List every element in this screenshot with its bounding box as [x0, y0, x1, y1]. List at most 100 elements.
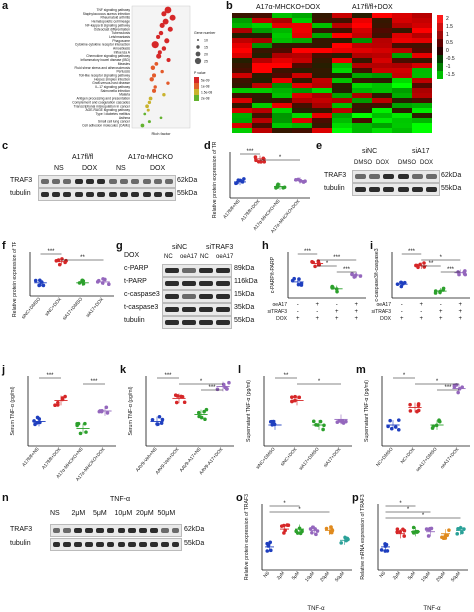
heatmap-cell: [332, 83, 352, 88]
data-point: [107, 282, 111, 287]
x-tick-label: siNC+DMSO: [255, 446, 276, 470]
data-point: [321, 427, 325, 432]
heatmap-cell: [232, 103, 252, 108]
kegg-bubble: [140, 123, 145, 128]
heatmap-cell: [312, 53, 332, 58]
blot-band: [165, 179, 174, 184]
blot-band: [108, 179, 117, 184]
heatmap-scale-value: 0: [446, 48, 449, 54]
kegg-bubble: [151, 41, 159, 49]
sign-cell: -: [440, 302, 442, 308]
blot-band: [198, 294, 213, 299]
data-point: [311, 419, 316, 424]
sign-cell: -: [420, 309, 422, 315]
heatmap-cell: [232, 43, 252, 48]
kegg-term-label: Graft-versus-host disease: [92, 81, 130, 85]
data-point: [254, 158, 258, 163]
blot-g-row-name: c-PARP: [124, 265, 149, 272]
blot-band: [128, 542, 137, 547]
legend-color-swatch: [194, 83, 199, 89]
blot-band: [181, 268, 196, 273]
blot-band: [150, 542, 158, 547]
panel-label-i: i: [370, 240, 374, 252]
heatmap-cell: [292, 68, 312, 73]
data-point: [314, 532, 318, 537]
heatmap-cell: [392, 93, 412, 98]
data-point: [84, 430, 88, 434]
data-point: [300, 529, 304, 533]
blot-band: [164, 268, 179, 273]
data-point: [339, 541, 343, 545]
blot-band: [198, 320, 213, 325]
data-point: [460, 385, 464, 389]
data-point: [265, 549, 270, 553]
blot-n-row2-name: tubulin: [10, 540, 31, 547]
blot-g-row-name: c-caspase3: [124, 291, 160, 298]
panel-label-h: h: [262, 240, 269, 252]
heatmap-cell: [332, 103, 352, 108]
blot-n-row1-kda: 62kDa: [184, 526, 205, 533]
heatmap-cell: [352, 18, 372, 23]
heatmap-cell: [392, 43, 412, 48]
blot-band: [119, 179, 129, 184]
data-point: [180, 395, 185, 399]
heatmap-cell: [312, 58, 332, 63]
heatmap-cell: [232, 128, 252, 133]
data-point: [393, 425, 398, 429]
heatmap-cell: [312, 103, 332, 108]
heatmap-cell: [272, 23, 292, 28]
significance-mark: ***: [46, 373, 54, 379]
heatmap-cell: [332, 88, 352, 93]
heatmap-cell: [312, 83, 332, 88]
kegg-bubble: [159, 22, 165, 28]
heatmap-cell: [352, 113, 372, 118]
heatmap-cell: [272, 108, 292, 113]
blot-n-cond: 5μM: [93, 510, 107, 517]
blot-band: [171, 542, 180, 547]
kegg-term-label: Inflammatory bowel disease (IBD): [81, 58, 130, 62]
heatmap-cell: [372, 98, 392, 103]
data-point: [385, 549, 390, 553]
heatmap-cell: [272, 68, 292, 73]
x-tick-label: NC+DMSO: [375, 446, 394, 467]
sign-cell: +: [354, 302, 358, 308]
blot-band: [63, 542, 72, 547]
data-point: [276, 182, 280, 187]
heatmap-cell: [312, 38, 332, 43]
panel-m-dotplot: Supernatant TNF-α (pg/ml)NC+DMSO NC+DOX oe…: [364, 373, 470, 472]
significance-mark: *: [440, 255, 443, 261]
heatmap-cell: [292, 33, 312, 38]
heatmap-cell: [312, 63, 332, 68]
kegg-term-label: Tuberculosis: [111, 31, 130, 35]
heatmap-cell: [232, 78, 252, 83]
kegg-term-label: Toll-like receptor signaling pathway: [79, 73, 130, 77]
heatmap-cell: [412, 78, 432, 83]
heatmap-cell: [412, 93, 432, 98]
kegg-bubble: [146, 108, 150, 112]
blot-c-row1-name: TRAF3: [10, 177, 33, 184]
legend-size-value: 10: [204, 39, 208, 43]
heatmap-cell: [332, 128, 352, 133]
x-tick-label: 5μM: [407, 570, 417, 580]
x-tick-label: NS: [378, 570, 386, 578]
heatmap-cell: [312, 43, 332, 48]
heatmap-cell: [352, 43, 372, 48]
data-point: [389, 426, 394, 431]
data-point: [455, 532, 460, 536]
kegg-term-label: Amoebiasis: [113, 47, 130, 51]
kegg-bubble: [166, 81, 170, 85]
blot-e-group2: siA17: [412, 148, 430, 155]
x-tick-label: NC+DOX: [400, 446, 416, 464]
data-point: [75, 422, 79, 426]
heatmap-cell: [372, 28, 392, 33]
blot-g-row-name: t-caspase3: [124, 304, 159, 311]
heatmap-cell: [272, 38, 292, 43]
panel-e-western-blot: siNC siA17 DMSO DOX DMSO DOX TRAF3 tubul…: [324, 142, 472, 204]
data-point: [297, 277, 301, 281]
heatmap-cell: [372, 63, 392, 68]
x-tick-label: 20μM: [435, 570, 446, 582]
heatmap-cell: [372, 83, 392, 88]
blot-c-tubulin-strip: [38, 188, 176, 201]
sign-cell: +: [439, 309, 443, 315]
data-point: [399, 284, 404, 289]
